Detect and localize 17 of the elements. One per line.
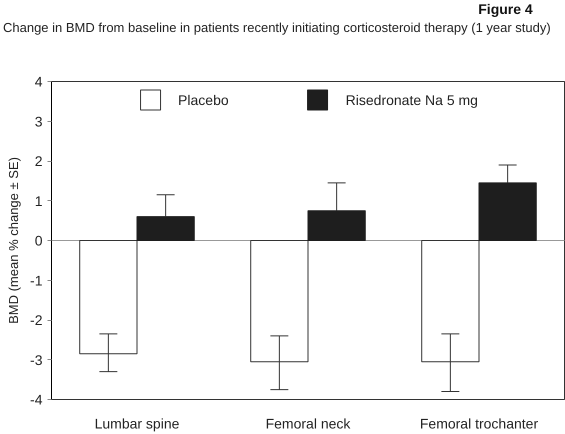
y-tick-label: 3 xyxy=(34,113,43,130)
x-tick-label: Femoral trochanter xyxy=(420,416,538,432)
y-tick-label: 2 xyxy=(34,153,43,169)
y-axis-title: BMD (mean % change ± SE) xyxy=(6,157,22,324)
chart-subtitle: Change in BMD from baseline in patients recently initiating corticosteroid therapy (1 year study) xyxy=(2,19,551,37)
y-tick-label: 1 xyxy=(34,192,43,209)
y-tick-label: -3 xyxy=(30,352,43,368)
legend-label: Risedronate Na 5 mg xyxy=(346,92,478,108)
y-tick-label: -2 xyxy=(30,312,43,328)
x-tick-label: Femoral neck xyxy=(266,416,352,432)
legend-label: Placebo xyxy=(178,92,229,108)
y-tick-label: -4 xyxy=(30,392,43,408)
chart-title: Figure 4 xyxy=(477,0,534,18)
x-tick-label: Lumbar spine xyxy=(94,416,180,432)
y-tick-label: -1 xyxy=(30,272,43,288)
y-tick-label: 0 xyxy=(34,232,43,248)
y-tick-label: 4 xyxy=(34,74,43,90)
